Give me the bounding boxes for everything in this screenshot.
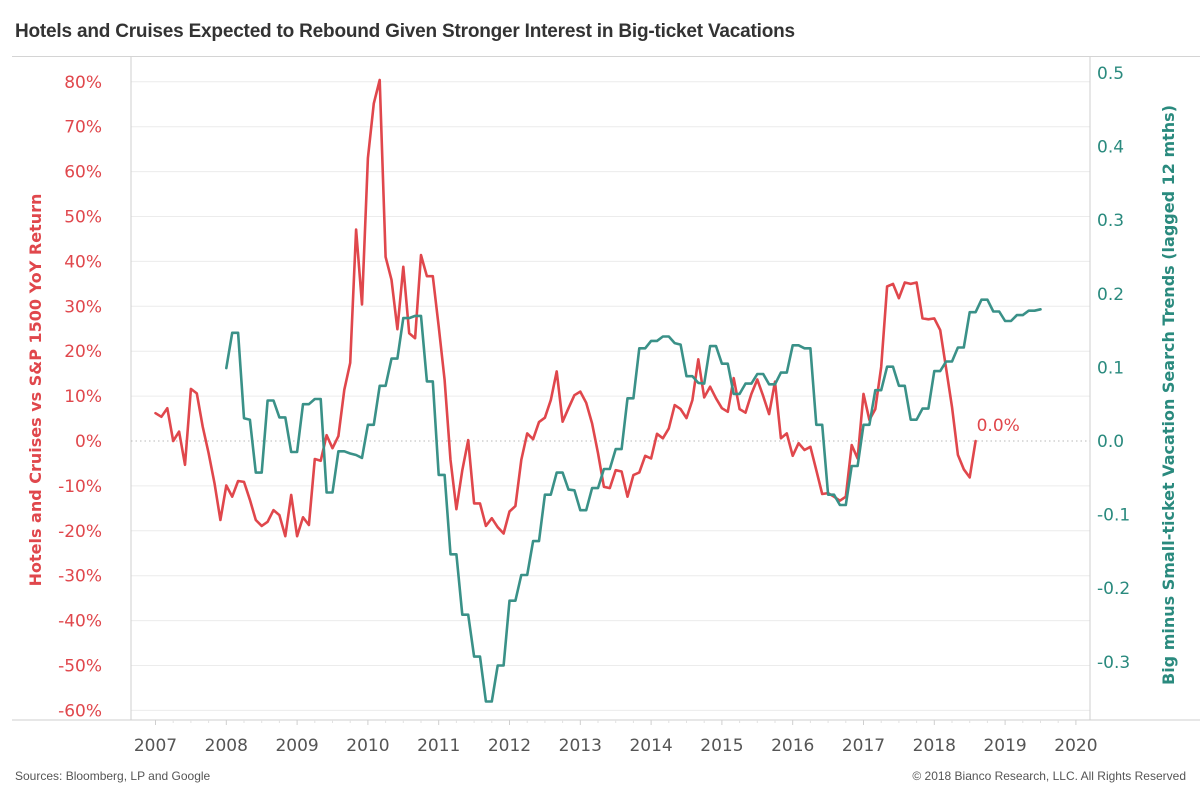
x-tick-label: 2009	[275, 736, 318, 756]
axes	[12, 57, 1200, 721]
vacation-search-trends-line	[225, 298, 1042, 703]
right-axis-title: Big minus Small-ticket Vacation Search T…	[1159, 105, 1178, 685]
left-tick-label: -10%	[58, 477, 102, 497]
x-tick-label: 2013	[559, 736, 602, 756]
left-tick-label: -40%	[58, 612, 102, 632]
left-tick-label: 20%	[64, 342, 102, 362]
left-tick-label: 50%	[64, 208, 102, 228]
series-lines	[154, 78, 1042, 703]
left-tick-label: 30%	[64, 297, 102, 317]
right-tick-label: -0.3	[1097, 653, 1130, 673]
x-tick-label: 2019	[983, 736, 1026, 756]
x-tick-label: 2010	[346, 736, 389, 756]
left-tick-label: 80%	[64, 73, 102, 93]
chart-title: Hotels and Cruises Expected to Rebound G…	[15, 21, 795, 42]
right-tick-label: 0.2	[1097, 285, 1124, 305]
left-tick-label: -60%	[58, 701, 102, 721]
left-tick-label: 10%	[64, 387, 102, 407]
right-axis-ticks: 0.5 0.4 0.3 0.2 0.1 0.0 -0.1 -0.2 -0.3	[1097, 64, 1130, 673]
last-value-annotation: 0.0%	[977, 416, 1020, 436]
sources-note: Sources: Bloomberg, LP and Google	[15, 769, 211, 783]
x-tick-label: 2015	[700, 736, 743, 756]
left-tick-label: -50%	[58, 657, 102, 677]
left-tick-label: 60%	[64, 163, 102, 183]
x-axis-ticks: 2007 2008 2009 2010 2011 2012 2013 2014 2015 2016…	[134, 720, 1098, 756]
right-tick-label: 0.4	[1097, 138, 1124, 158]
left-tick-label: -30%	[58, 567, 102, 587]
left-tick-label: -20%	[58, 522, 102, 542]
copyright-note: © 2018 Bianco Research, LLC. All Rights …	[912, 769, 1186, 783]
x-tick-label: 2011	[417, 736, 460, 756]
x-tick-label: 2020	[1054, 736, 1097, 756]
x-tick-label: 2012	[488, 736, 531, 756]
x-tick-label: 2007	[134, 736, 177, 756]
x-tick-label: 2014	[629, 736, 672, 756]
x-tick-label: 2008	[205, 736, 248, 756]
left-tick-label: 40%	[64, 252, 102, 272]
left-axis-ticks: 80% 70% 60% 50% 40% 30% 20% 10% 0% -10% -20% -30% -4…	[58, 73, 102, 722]
left-axis-title: Hotels and Cruises vs S&P 1500 YoY Retur…	[26, 194, 45, 587]
x-tick-label: 2018	[913, 736, 956, 756]
title-divider	[12, 56, 1200, 57]
right-tick-label: 0.1	[1097, 358, 1124, 378]
left-tick-label: 70%	[64, 118, 102, 138]
left-tick-label: 0%	[75, 432, 102, 452]
x-tick-label: 2017	[842, 736, 885, 756]
right-tick-label: 0.0	[1097, 432, 1124, 452]
right-tick-label: 0.3	[1097, 211, 1124, 231]
x-tick-label: 2016	[771, 736, 814, 756]
right-tick-label: -0.2	[1097, 579, 1130, 599]
gridlines	[131, 81, 1090, 711]
right-tick-label: -0.1	[1097, 506, 1130, 526]
hotels-cruises-return-line	[154, 78, 977, 538]
right-tick-label: 0.5	[1097, 64, 1124, 84]
